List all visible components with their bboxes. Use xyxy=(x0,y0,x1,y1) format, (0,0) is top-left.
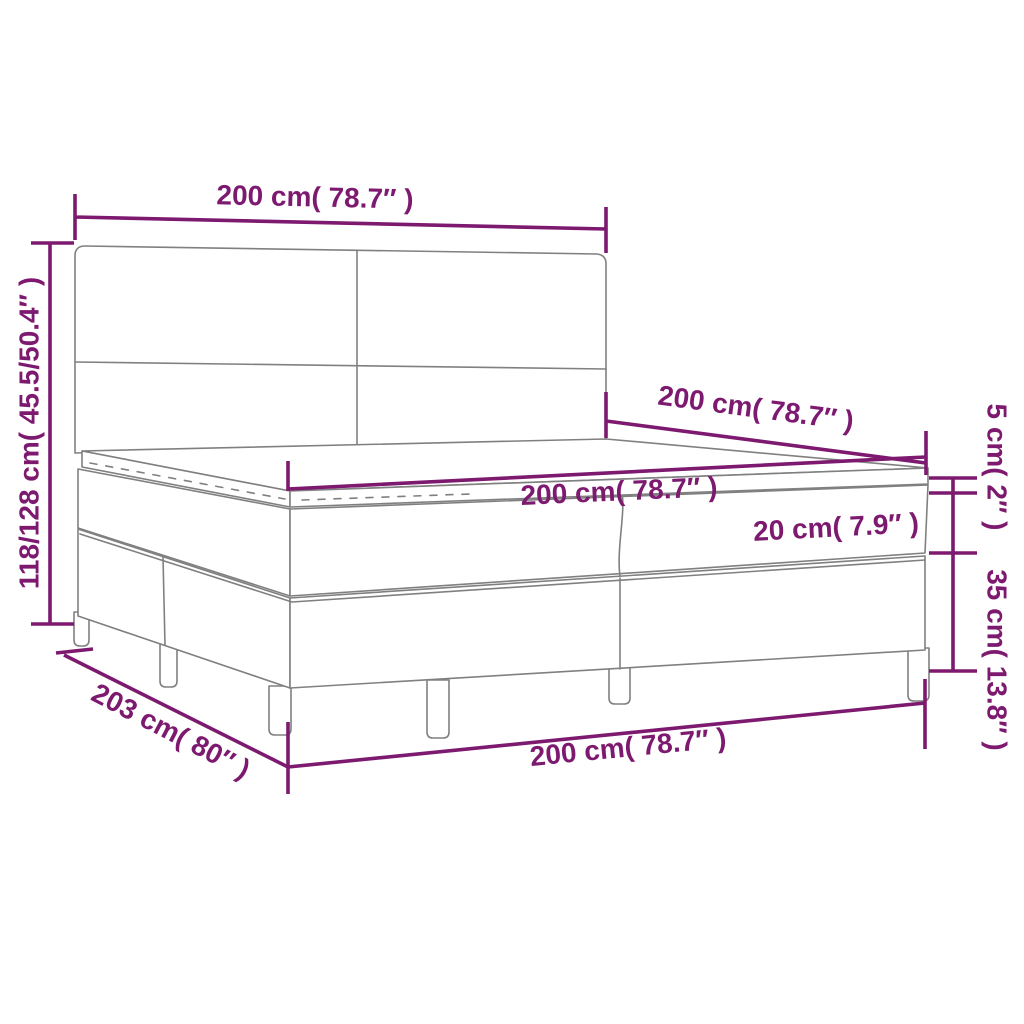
topper-piping-stitches xyxy=(301,493,471,501)
dim-line-right-heights xyxy=(929,476,977,673)
bed-legs xyxy=(73,611,930,739)
dim-line-upper-width xyxy=(604,392,928,475)
box-spring-base xyxy=(77,528,926,689)
bed-leg xyxy=(159,642,178,688)
bed-leg xyxy=(426,679,450,739)
base-side-seam xyxy=(162,556,166,646)
label-bed-width-bottom: 200 cm( 78.7″ ) xyxy=(528,722,727,772)
label-mattress-width-upper: 200 cm( 78.7″ ) xyxy=(656,380,855,437)
label-base-height: 35 cm( 13.8″ ) xyxy=(982,569,1013,751)
mattress xyxy=(77,468,929,597)
dimension-lines xyxy=(31,194,977,794)
mattress-topper xyxy=(81,438,929,508)
headboard xyxy=(74,245,607,454)
dim-line-headboard-width xyxy=(73,194,608,253)
base-top-seam xyxy=(79,533,926,603)
label-headboard-width: 200 cm( 78.7″ ) xyxy=(216,179,414,214)
dim-line-total-height xyxy=(31,241,74,626)
dim-line-bed-length xyxy=(55,647,289,769)
headboard-horizontal-seam xyxy=(74,361,607,370)
topper-foot-lip xyxy=(289,467,929,508)
dim-line-bottom-width xyxy=(286,679,927,794)
mattress-foot-face xyxy=(289,484,929,597)
dim-line-mattress-width xyxy=(286,455,927,491)
label-total-height: 118/128 cm( 45.5/50.4″ ) xyxy=(14,277,45,589)
bed-leg xyxy=(73,611,90,647)
bed-leg xyxy=(268,685,292,736)
label-topper-height: 5 cm( 2″ ) xyxy=(982,403,1013,530)
topper-piping-stitches xyxy=(89,462,286,500)
bed-line-art xyxy=(73,245,930,739)
base-foot-face xyxy=(289,555,926,689)
label-bed-length: 203 cm( 80″ ) xyxy=(87,677,255,785)
bed-leg xyxy=(608,663,631,705)
